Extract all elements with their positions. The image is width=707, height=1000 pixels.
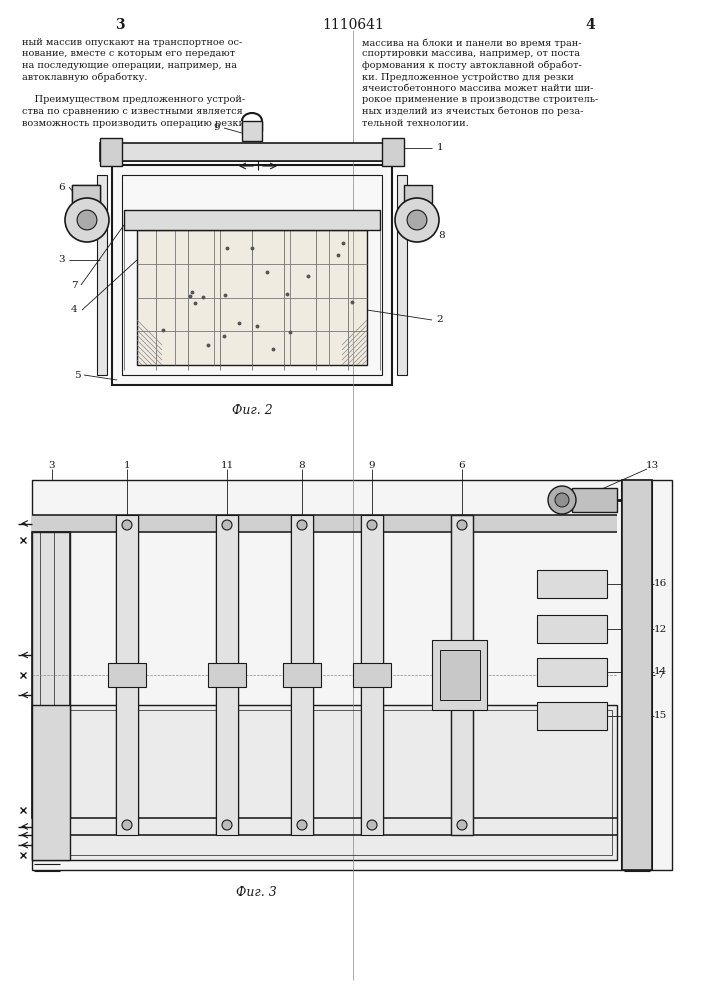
Bar	[32, 818, 617, 835]
Text: 7: 7	[71, 280, 77, 290]
Text: 8: 8	[298, 460, 305, 470]
Text: 1110641: 1110641	[322, 18, 384, 32]
Text: 1: 1	[124, 460, 130, 470]
Text: Преимуществом предложенного устрой-: Преимуществом предложенного устрой-	[22, 96, 245, 104]
Bar	[283, 663, 321, 687]
Bar	[440, 650, 480, 700]
Bar	[100, 143, 404, 161]
Bar	[32, 705, 70, 860]
Text: 8: 8	[438, 231, 445, 239]
Bar	[122, 175, 382, 375]
Bar	[404, 185, 432, 203]
Text: массива на блоки и панели во время тран-: массива на блоки и панели во время тран-	[362, 38, 581, 47]
Bar	[451, 515, 473, 835]
Bar	[32, 515, 617, 532]
Text: 3: 3	[59, 255, 65, 264]
Circle shape	[297, 520, 307, 530]
Bar	[537, 570, 607, 598]
Text: ки. Предложенное устройство для резки: ки. Предложенное устройство для резки	[362, 73, 574, 82]
Bar	[537, 658, 607, 686]
Bar	[32, 532, 70, 818]
Text: формования к посту автоклавной обработ-: формования к посту автоклавной обработ-	[362, 61, 582, 70]
Text: рокое применение в производстве строитель-: рокое применение в производстве строител…	[362, 96, 598, 104]
Text: 1: 1	[437, 143, 443, 152]
Text: 7: 7	[657, 670, 663, 680]
Text: ный массив опускают на транспортное ос-: ный массив опускают на транспортное ос-	[22, 38, 243, 47]
Bar	[108, 663, 146, 687]
Bar	[432, 640, 487, 710]
Bar	[361, 515, 383, 835]
Circle shape	[297, 820, 307, 830]
Bar	[353, 663, 391, 687]
Text: Фиг. 2: Фиг. 2	[232, 403, 272, 416]
Bar	[124, 210, 380, 230]
Circle shape	[457, 520, 467, 530]
Bar	[216, 515, 238, 835]
Circle shape	[407, 210, 427, 230]
Text: 12: 12	[653, 624, 667, 634]
Bar	[382, 138, 404, 166]
Bar	[32, 480, 672, 870]
Bar	[37, 710, 612, 855]
Bar	[137, 230, 367, 365]
Bar	[112, 165, 392, 385]
Circle shape	[395, 198, 439, 242]
Text: 6: 6	[459, 460, 465, 470]
Bar	[32, 532, 70, 818]
Text: 4: 4	[585, 18, 595, 32]
Text: 13: 13	[645, 460, 659, 470]
Text: A – A: A – A	[244, 143, 272, 153]
Bar	[208, 663, 246, 687]
Circle shape	[65, 198, 109, 242]
Text: на последующие операции, например, на: на последующие операции, например, на	[22, 61, 237, 70]
Text: нование, вместе с которым его передают: нование, вместе с которым его передают	[22, 49, 235, 58]
Text: спортировки массива, например, от поста: спортировки массива, например, от поста	[362, 49, 580, 58]
Text: 11: 11	[221, 460, 233, 470]
Text: автоклавную обработку.: автоклавную обработку.	[22, 73, 148, 82]
Circle shape	[222, 820, 232, 830]
Text: 9: 9	[368, 460, 375, 470]
Circle shape	[222, 520, 232, 530]
Bar	[572, 488, 617, 512]
Circle shape	[122, 520, 132, 530]
Bar	[451, 515, 473, 835]
Text: возможность производить операцию резки: возможность производить операцию резки	[22, 118, 245, 127]
Bar	[116, 515, 138, 835]
Text: 15: 15	[653, 712, 667, 720]
Text: 14: 14	[653, 668, 667, 676]
Circle shape	[77, 210, 97, 230]
Text: 4: 4	[71, 306, 77, 314]
Text: 6: 6	[59, 182, 65, 192]
Circle shape	[548, 486, 576, 514]
Text: ства по сравнению с известными является: ства по сравнению с известными является	[22, 107, 243, 116]
Text: ячеистобетонного массива может найти ши-: ячеистобетонного массива может найти ши-	[362, 84, 593, 93]
Text: 2: 2	[437, 316, 443, 324]
Text: 5: 5	[74, 370, 81, 379]
Circle shape	[367, 520, 377, 530]
Circle shape	[457, 820, 467, 830]
Bar	[97, 175, 107, 375]
Bar	[537, 702, 607, 730]
Bar	[100, 138, 122, 166]
Circle shape	[122, 820, 132, 830]
Bar	[537, 615, 607, 643]
Circle shape	[555, 493, 569, 507]
Circle shape	[367, 820, 377, 830]
Bar	[291, 515, 313, 835]
Bar	[32, 705, 617, 860]
Text: 3: 3	[115, 18, 125, 32]
Bar	[242, 121, 262, 141]
Text: 4: 4	[49, 720, 55, 730]
Text: тельной технологии.: тельной технологии.	[362, 118, 469, 127]
Text: 16: 16	[653, 580, 667, 588]
Bar	[72, 185, 100, 203]
Text: Фиг. 3: Фиг. 3	[235, 886, 276, 898]
Text: 3: 3	[49, 460, 55, 470]
Text: 9: 9	[214, 123, 221, 132]
Bar	[622, 480, 652, 870]
Bar	[72, 185, 100, 203]
Bar	[397, 175, 407, 375]
Text: ных изделий из ячеистых бетонов по реза-: ных изделий из ячеистых бетонов по реза-	[362, 107, 583, 116]
